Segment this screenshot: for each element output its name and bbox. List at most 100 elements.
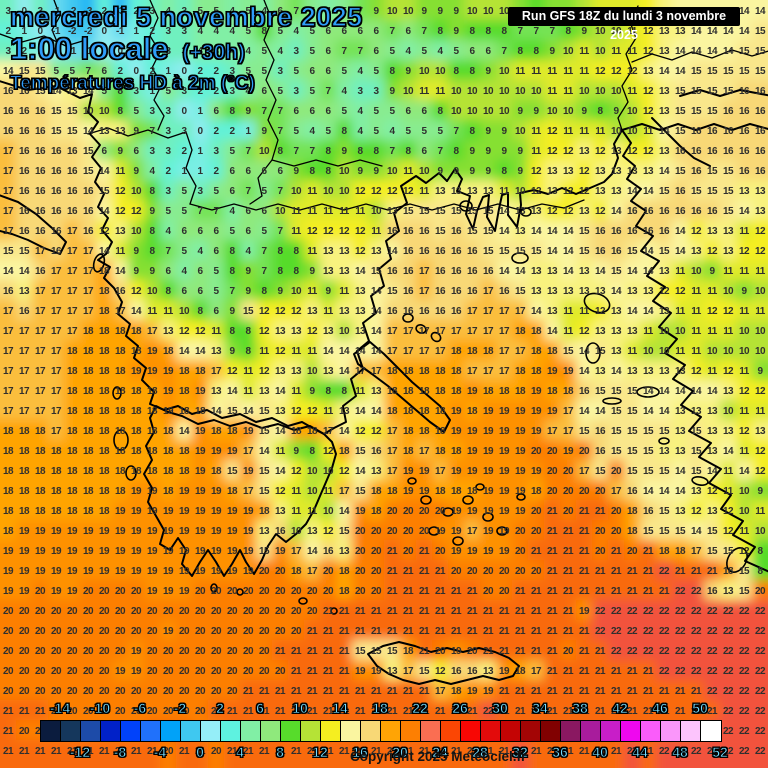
temp-value: 19 bbox=[34, 566, 46, 577]
temp-value: 15 bbox=[754, 46, 766, 57]
temp-value: 20 bbox=[530, 526, 542, 537]
temp-value: 10 bbox=[290, 526, 302, 537]
temp-value: 16 bbox=[386, 306, 398, 317]
temp-value: 13 bbox=[290, 366, 302, 377]
temp-value: 14 bbox=[658, 386, 670, 397]
temp-value: 13 bbox=[514, 206, 526, 217]
temp-value: 19 bbox=[482, 526, 494, 537]
temp-value: 18 bbox=[546, 386, 558, 397]
temp-value: 17 bbox=[2, 146, 14, 157]
temp-value: 21 bbox=[386, 566, 398, 577]
temp-value: 17 bbox=[402, 666, 414, 677]
temp-row: 18 18 18 18 18 18 18 18 18 18 18 18 19 18 15 19 15 14 12 10… bbox=[0, 460, 768, 480]
temp-value: 20 bbox=[50, 626, 62, 637]
temp-value: 12 bbox=[722, 366, 734, 377]
temp-value: 6 bbox=[405, 26, 411, 37]
temp-value: 21 bbox=[98, 746, 110, 757]
temp-value: 20 bbox=[226, 686, 238, 697]
temp-value: 17 bbox=[386, 426, 398, 437]
temp-row: 18 18 18 17 18 18 18 18 18 18 18 14 19 18 18 19 15 14 18 18… bbox=[0, 420, 768, 440]
temp-value: 14 bbox=[658, 406, 670, 417]
temp-value: 20 bbox=[66, 606, 78, 617]
temp-value: 17 bbox=[386, 346, 398, 357]
temp-value: 17 bbox=[290, 546, 302, 557]
temp-value: 21 bbox=[626, 666, 638, 677]
temp-value: 17 bbox=[2, 366, 14, 377]
temp-value: 19 bbox=[2, 586, 14, 597]
temp-value: 16 bbox=[674, 206, 686, 217]
temp-value: 13 bbox=[626, 366, 638, 377]
temp-value: 10 bbox=[402, 6, 414, 17]
temp-value: 18 bbox=[450, 686, 462, 697]
temp-value: 14 bbox=[2, 266, 14, 277]
temp-value: 22 bbox=[594, 626, 606, 637]
temp-value: 7 bbox=[389, 26, 395, 37]
temp-value: 21 bbox=[562, 686, 574, 697]
temp-value: 21 bbox=[466, 586, 478, 597]
temp-value: 9 bbox=[133, 166, 139, 177]
temp-value: 22 bbox=[658, 746, 670, 757]
temp-value: 14 bbox=[658, 486, 670, 497]
temp-value: 18 bbox=[338, 586, 350, 597]
temp-value: 20 bbox=[370, 526, 382, 537]
temp-value: 13 bbox=[370, 466, 382, 477]
temp-value: 5 bbox=[389, 106, 395, 117]
temp-row: 17 16 16 16 16 16 15 12 10 8 3 5 3 5 6 7 5 7 10 11 10 10 12 12 1… bbox=[0, 180, 768, 200]
temp-value: 21 bbox=[514, 586, 526, 597]
temp-value: 18 bbox=[178, 386, 190, 397]
temp-value: 18 bbox=[66, 466, 78, 477]
temp-value: 9 bbox=[485, 66, 491, 77]
temp-value: 10 bbox=[514, 186, 526, 197]
scale-color-cell bbox=[461, 721, 481, 741]
temp-value: 15 bbox=[658, 246, 670, 257]
temp-value: 16 bbox=[450, 266, 462, 277]
temp-value: 21 bbox=[418, 746, 430, 757]
temp-value: 20 bbox=[98, 686, 110, 697]
temp-value: 16 bbox=[34, 266, 46, 277]
temp-value: 17 bbox=[306, 566, 318, 577]
temp-value: 20 bbox=[258, 646, 270, 657]
temp-value: 19 bbox=[66, 546, 78, 557]
temp-value: 14 bbox=[610, 286, 622, 297]
temp-value: 18 bbox=[114, 426, 126, 437]
temp-value: 21 bbox=[402, 586, 414, 597]
temp-value: 13 bbox=[706, 506, 718, 517]
temp-value: 21 bbox=[594, 566, 606, 577]
temp-value: 3 bbox=[133, 86, 139, 97]
temp-value: 17 bbox=[34, 346, 46, 357]
temp-value: 21 bbox=[2, 706, 14, 717]
temp-value: 14 bbox=[354, 466, 366, 477]
temp-value: 15 bbox=[258, 546, 270, 557]
temp-value: 9 bbox=[485, 126, 491, 137]
temp-value: 21 bbox=[642, 546, 654, 557]
temp-value: 12 bbox=[626, 66, 638, 77]
temp-value: 20 bbox=[418, 506, 430, 517]
temp-value: 14 bbox=[642, 486, 654, 497]
temp-value: 20 bbox=[194, 686, 206, 697]
temp-value: 20 bbox=[114, 706, 126, 717]
temp-value: 19 bbox=[514, 486, 526, 497]
temp-value: 20 bbox=[82, 586, 94, 597]
temp-value: 6 bbox=[197, 226, 203, 237]
temp-value: 4 bbox=[181, 266, 187, 277]
temp-value: 21 bbox=[674, 566, 686, 577]
temp-value: 2 bbox=[213, 66, 219, 77]
temp-value: 19 bbox=[146, 366, 158, 377]
temp-value: 21 bbox=[354, 686, 366, 697]
temp-value: 21 bbox=[274, 706, 286, 717]
temp-value: 21 bbox=[578, 526, 590, 537]
temp-value: 13 bbox=[706, 406, 718, 417]
temp-value: 15 bbox=[610, 266, 622, 277]
temp-value: 9 bbox=[341, 146, 347, 157]
temp-value: 18 bbox=[34, 466, 46, 477]
temp-value: 19 bbox=[466, 426, 478, 437]
temp-value: 21 bbox=[530, 706, 542, 717]
temp-value: 12 bbox=[562, 186, 574, 197]
temp-value: 4 bbox=[197, 26, 203, 37]
scale-color-cell bbox=[401, 721, 421, 741]
temp-value: 20 bbox=[258, 626, 270, 637]
temp-value: 21 bbox=[578, 546, 590, 557]
forecast-offset-label: (+30h) bbox=[182, 40, 246, 64]
temp-value: 17 bbox=[18, 326, 30, 337]
temp-value: 6 bbox=[341, 26, 347, 37]
